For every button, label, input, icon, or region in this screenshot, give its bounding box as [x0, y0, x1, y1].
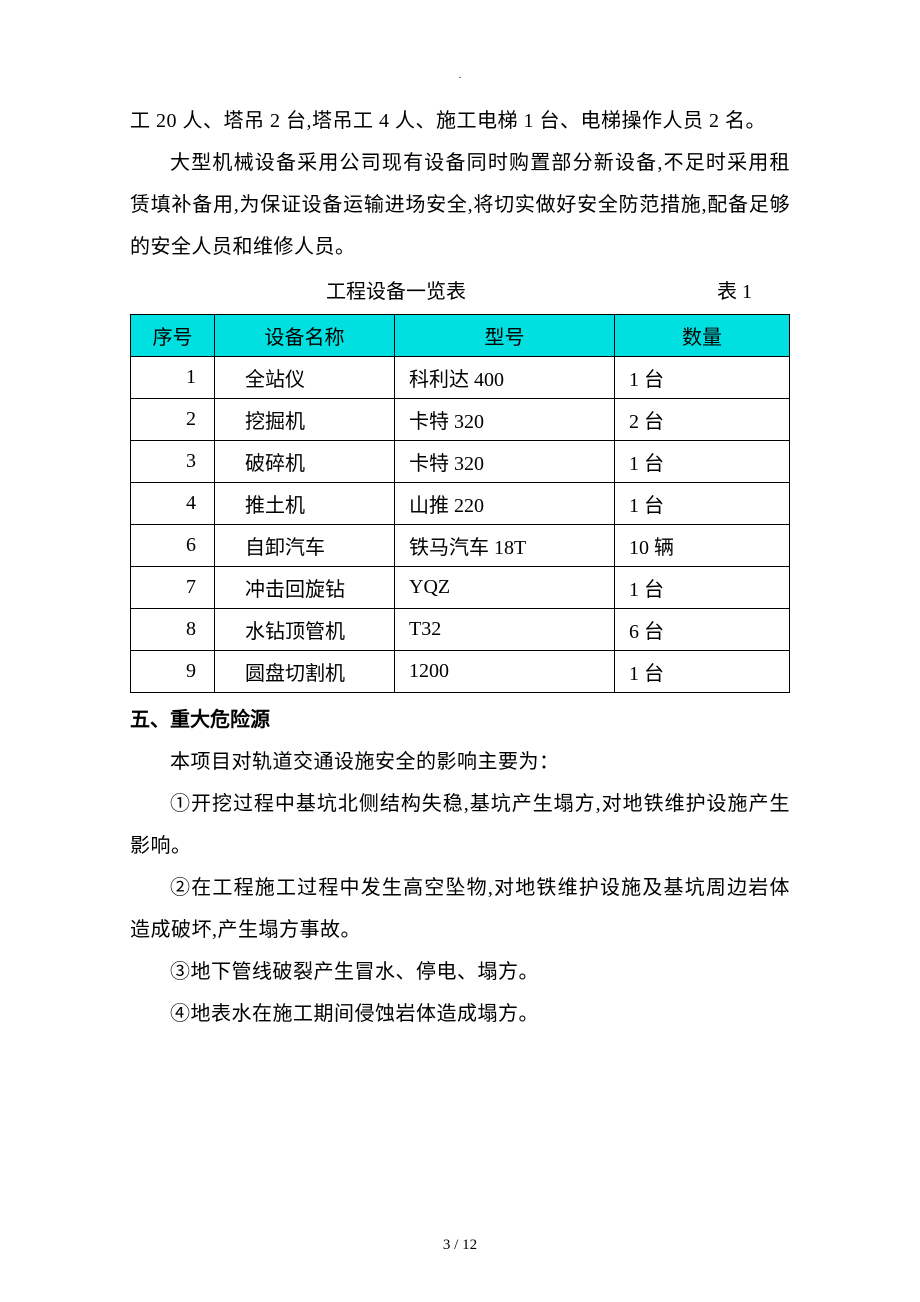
- cell-qty: 1 台: [615, 567, 790, 609]
- table-caption-row: 工程设备一览表 表 1: [130, 272, 790, 312]
- cell-no: 9: [131, 651, 215, 693]
- cell-no: 7: [131, 567, 215, 609]
- table-row: 2 挖掘机 卡特 320 2 台: [131, 399, 790, 441]
- cell-qty: 6 台: [615, 609, 790, 651]
- cell-no: 4: [131, 483, 215, 525]
- cell-name: 破碎机: [215, 441, 395, 483]
- col-header-model: 型号: [395, 315, 615, 357]
- cell-model: 科利达 400: [395, 357, 615, 399]
- cell-no: 2: [131, 399, 215, 441]
- section-5-item-4: ④地表水在施工期间侵蚀岩体造成塌方。: [130, 993, 790, 1035]
- col-header-no: 序号: [131, 315, 215, 357]
- page-footer: 3 / 12: [0, 1237, 920, 1254]
- table-label: 表 1: [717, 272, 790, 312]
- cell-no: 8: [131, 609, 215, 651]
- paragraph-2: 大型机械设备采用公司现有设备同时购置部分新设备,不足时采用租赁填补备用,为保证设…: [130, 142, 790, 268]
- cell-model: T32: [395, 609, 615, 651]
- col-header-name: 设备名称: [215, 315, 395, 357]
- cell-name: 挖掘机: [215, 399, 395, 441]
- cell-name: 全站仪: [215, 357, 395, 399]
- equipment-table: 序号 设备名称 型号 数量 1 全站仪 科利达 400 1 台 2 挖掘机 卡特…: [130, 314, 790, 693]
- table-row: 7 冲击回旋钻 YQZ 1 台: [131, 567, 790, 609]
- cell-model: 铁马汽车 18T: [395, 525, 615, 567]
- cell-model: 卡特 320: [395, 441, 615, 483]
- col-header-qty: 数量: [615, 315, 790, 357]
- cell-no: 6: [131, 525, 215, 567]
- cell-model: YQZ: [395, 567, 615, 609]
- cell-model: 山推 220: [395, 483, 615, 525]
- table-row: 8 水钻顶管机 T32 6 台: [131, 609, 790, 651]
- document-page: . 工 20 人、塔吊 2 台,塔吊工 4 人、施工电梯 1 台、电梯操作人员 …: [0, 0, 920, 1302]
- cell-qty: 1 台: [615, 483, 790, 525]
- cell-qty: 1 台: [615, 441, 790, 483]
- section-5-item-3: ③地下管线破裂产生冒水、停电、塌方。: [130, 951, 790, 993]
- cell-model: 卡特 320: [395, 399, 615, 441]
- section-5-item-1: ①开挖过程中基坑北侧结构失稳,基坑产生塌方,对地铁维护设施产生影响。: [130, 783, 790, 867]
- paragraph-1: 工 20 人、塔吊 2 台,塔吊工 4 人、施工电梯 1 台、电梯操作人员 2 …: [130, 100, 790, 142]
- section-5-item-2: ②在工程施工过程中发生高空坠物,对地铁维护设施及基坑周边岩体造成破坏,产生塌方事…: [130, 867, 790, 951]
- section-5-intro: 本项目对轨道交通设施安全的影响主要为：: [130, 741, 790, 783]
- table-row: 3 破碎机 卡特 320 1 台: [131, 441, 790, 483]
- table-row: 4 推土机 山推 220 1 台: [131, 483, 790, 525]
- cell-qty: 1 台: [615, 357, 790, 399]
- spacer: [466, 272, 717, 312]
- cell-name: 自卸汽车: [215, 525, 395, 567]
- table-caption: 工程设备一览表: [326, 272, 466, 312]
- table-header-row: 序号 设备名称 型号 数量: [131, 315, 790, 357]
- table-row: 9 圆盘切割机 1200 1 台: [131, 651, 790, 693]
- spacer: [130, 272, 326, 312]
- cell-qty: 2 台: [615, 399, 790, 441]
- table-row: 1 全站仪 科利达 400 1 台: [131, 357, 790, 399]
- top-marker: .: [459, 70, 462, 81]
- cell-name: 推土机: [215, 483, 395, 525]
- cell-name: 冲击回旋钻: [215, 567, 395, 609]
- cell-qty: 1 台: [615, 651, 790, 693]
- cell-no: 1: [131, 357, 215, 399]
- cell-qty: 10 辆: [615, 525, 790, 567]
- cell-name: 水钻顶管机: [215, 609, 395, 651]
- cell-model: 1200: [395, 651, 615, 693]
- section-5-heading: 五、重大危险源: [130, 699, 790, 741]
- cell-no: 3: [131, 441, 215, 483]
- table-row: 6 自卸汽车 铁马汽车 18T 10 辆: [131, 525, 790, 567]
- cell-name: 圆盘切割机: [215, 651, 395, 693]
